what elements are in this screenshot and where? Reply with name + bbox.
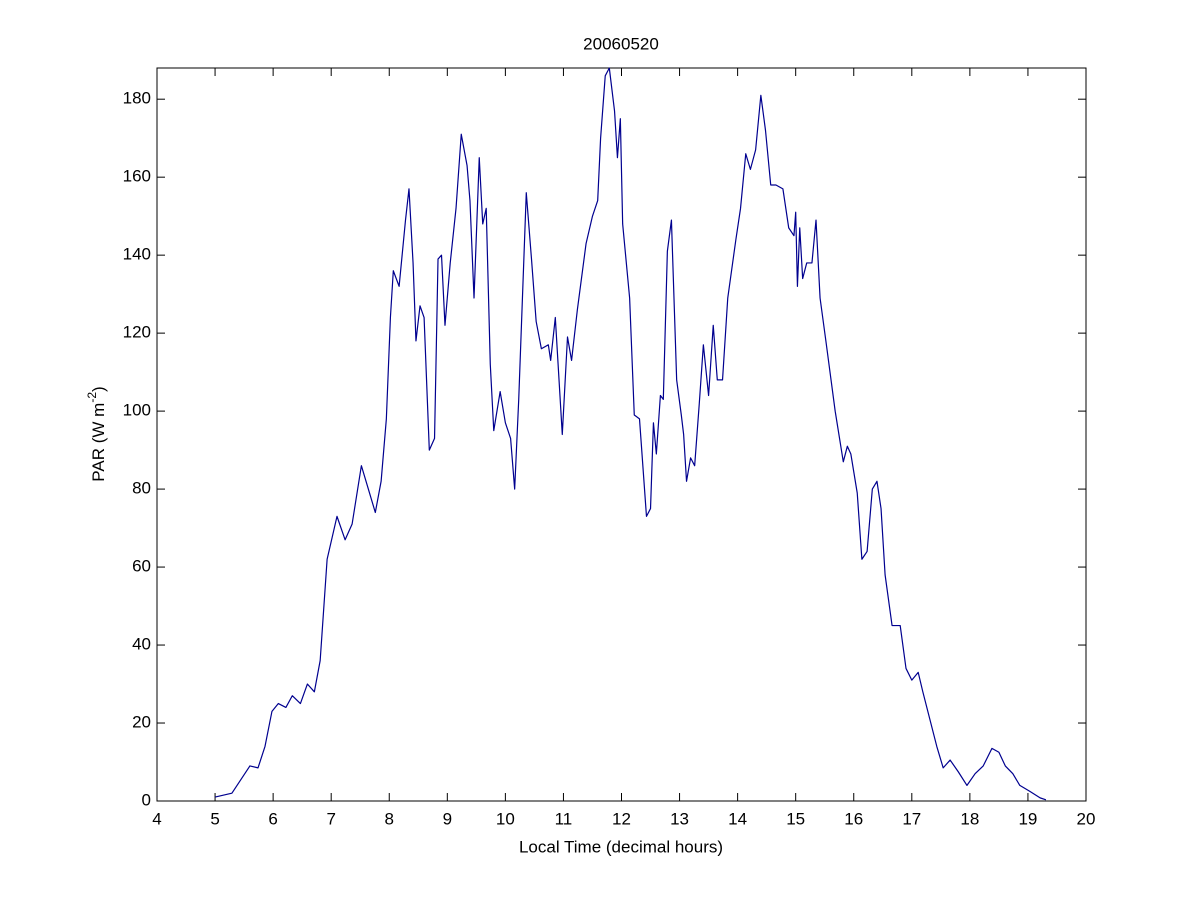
y-tick-label: 60 <box>132 557 151 576</box>
x-tick-label: 11 <box>555 809 573 828</box>
y-tick-label: 40 <box>132 635 151 654</box>
y-label-close: ) <box>89 386 108 392</box>
x-tick-label: 10 <box>496 809 515 828</box>
chart-title: 20060520 <box>583 34 659 53</box>
x-tick-label: 7 <box>326 809 335 828</box>
x-tick-label: 20 <box>1077 809 1096 828</box>
y-tick-label: 20 <box>132 713 151 732</box>
x-tick-label: 19 <box>1018 809 1037 828</box>
x-tick-label: 14 <box>728 809 747 828</box>
x-tick-label: 18 <box>960 809 979 828</box>
x-tick-label: 4 <box>152 809 161 828</box>
x-tick-label: 17 <box>902 809 921 828</box>
y-tick-label: 140 <box>123 245 151 264</box>
y-tick-label: 180 <box>123 89 151 108</box>
x-tick-label: 9 <box>443 809 452 828</box>
x-tick-label: 6 <box>268 809 277 828</box>
y-tick-label: 100 <box>123 401 151 420</box>
x-axis-label: Local Time (decimal hours) <box>519 837 723 856</box>
y-label-exponent: -2 <box>85 392 99 403</box>
x-tick-label: 13 <box>670 809 689 828</box>
data-line <box>214 67 1047 801</box>
x-tick-label: 12 <box>612 809 631 828</box>
x-tick-label: 5 <box>210 809 219 828</box>
y-tick-label: 120 <box>123 323 151 342</box>
x-tick-label: 16 <box>844 809 863 828</box>
x-tick-label: 8 <box>385 809 394 828</box>
y-label-text: PAR (W m <box>89 403 108 482</box>
y-tick-label: 0 <box>142 790 151 809</box>
y-tick-label: 80 <box>132 479 151 498</box>
x-tick-label: 15 <box>786 809 805 828</box>
y-axis-label: PAR (W m-2) <box>85 386 108 481</box>
y-tick-label: 160 <box>123 167 151 186</box>
